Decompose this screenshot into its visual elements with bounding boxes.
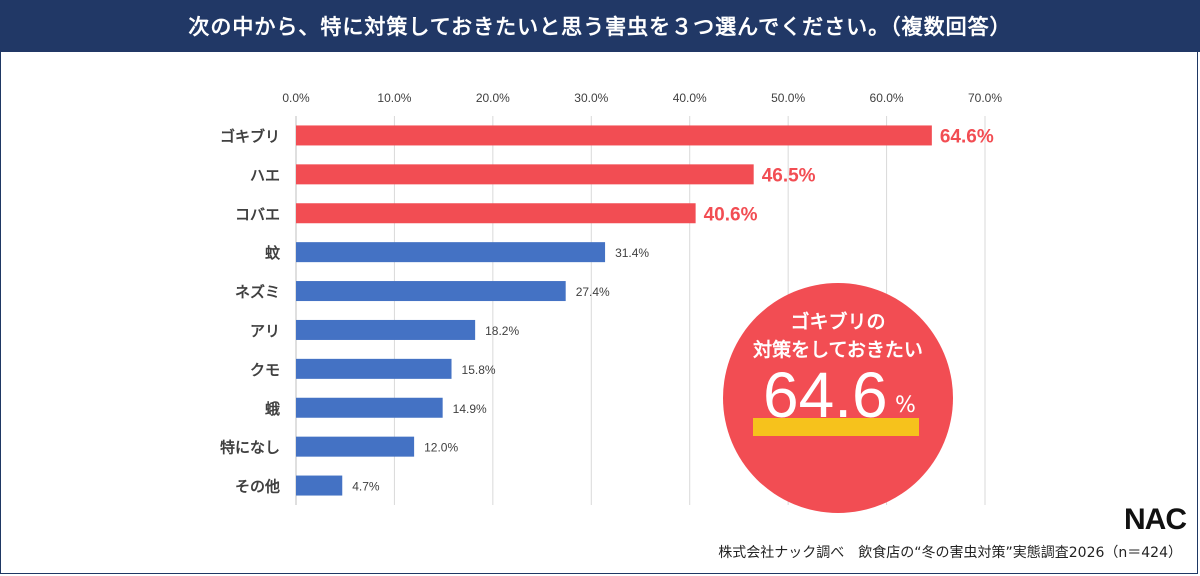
category-label: ネズミ bbox=[235, 283, 280, 301]
source-footer: 株式会社ナック調べ 飲食店の“冬の害虫対策”実態調査2026（n＝424） bbox=[718, 545, 1182, 561]
category-label: コバエ bbox=[235, 205, 280, 223]
data-label: 12.0% bbox=[424, 441, 458, 455]
category-label: クモ bbox=[250, 361, 280, 379]
category-label: 特になし bbox=[220, 439, 280, 457]
callout-unit: % bbox=[895, 393, 916, 418]
category-label: アリ bbox=[250, 322, 280, 340]
callout-line1: ゴキブリの bbox=[790, 311, 886, 333]
bar-chart: 0.0% 10.0% 20.0% 30.0% 40.0% 50.0% 60.0% 70.0% ゴ… bbox=[220, 91, 1002, 505]
x-tick-label: 0.0% bbox=[282, 91, 310, 105]
category-label: ゴキブリ bbox=[220, 127, 280, 145]
data-label: 31.4% bbox=[615, 246, 649, 260]
bar bbox=[296, 281, 566, 302]
data-label: 14.9% bbox=[453, 402, 487, 416]
x-tick-label: 70.0% bbox=[968, 91, 1002, 105]
bar bbox=[296, 125, 932, 146]
bar bbox=[296, 319, 476, 340]
highlight-callout: ゴキブリの 対策をしておきたい 64.6 % bbox=[723, 283, 953, 513]
bar bbox=[296, 475, 343, 496]
x-tick-label: 50.0% bbox=[771, 91, 805, 105]
data-label: 46.5% bbox=[762, 165, 816, 186]
x-tick-label: 60.0% bbox=[870, 91, 904, 105]
callout-underline-marker bbox=[753, 418, 919, 436]
bar bbox=[296, 164, 754, 185]
page-title: 次の中から、特に対策しておきたいと思う害虫を３つ選んでください。（複数回答） bbox=[0, 0, 1200, 52]
category-label: 蛾 bbox=[265, 400, 280, 418]
bar bbox=[296, 397, 443, 418]
data-label: 18.2% bbox=[485, 324, 519, 338]
category-label: ハエ bbox=[250, 166, 280, 184]
bar bbox=[296, 436, 415, 457]
logo-text: NAC bbox=[1124, 503, 1187, 536]
x-tick-label: 40.0% bbox=[673, 91, 707, 105]
x-tick-label: 10.0% bbox=[377, 91, 411, 105]
data-label: 15.8% bbox=[462, 363, 496, 377]
callout-line2: 対策をしておきたい bbox=[753, 339, 923, 361]
nac-logo: NAC bbox=[1124, 503, 1187, 537]
data-label: 64.6% bbox=[940, 126, 994, 147]
x-tick-label: 30.0% bbox=[574, 91, 608, 105]
category-label: その他 bbox=[235, 478, 280, 496]
bar bbox=[296, 242, 606, 263]
data-label: 27.4% bbox=[576, 285, 610, 299]
data-label: 4.7% bbox=[352, 480, 380, 494]
category-label: 蚊 bbox=[265, 244, 281, 262]
bar bbox=[296, 358, 452, 379]
bar bbox=[296, 203, 696, 224]
data-label: 40.6% bbox=[704, 204, 758, 225]
x-tick-label: 20.0% bbox=[476, 91, 510, 105]
callout-value: 64.6 bbox=[763, 359, 888, 431]
